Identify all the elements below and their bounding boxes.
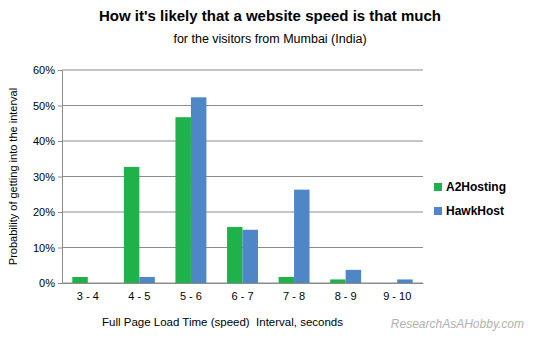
bar	[397, 279, 412, 283]
tick: 0%	[39, 277, 62, 289]
tick: 7 - 8	[283, 290, 305, 302]
tick-label: 60%	[33, 64, 55, 76]
title: How it's likely that a website speed is …	[99, 7, 441, 24]
tick-label: 40%	[33, 135, 55, 147]
tick-label: 9 - 10	[383, 290, 411, 302]
tick-mark	[58, 70, 62, 71]
tick: 6 - 7	[231, 290, 253, 302]
chart-container: How it's likely that a website speed is …	[0, 0, 533, 343]
y-axis-title: Probability of getting into the interval	[7, 88, 19, 265]
bar	[243, 230, 258, 283]
grid-line	[62, 176, 423, 177]
grid	[62, 70, 423, 283]
tick: 40%	[33, 135, 62, 147]
tick-mark	[58, 106, 62, 107]
bar	[227, 227, 242, 283]
tick: 3 - 4	[77, 290, 99, 302]
tick-mark	[58, 141, 62, 142]
tick: 5 - 6	[180, 290, 202, 302]
grid-line	[62, 70, 423, 71]
tick-label: 50%	[33, 100, 55, 112]
bar	[279, 277, 294, 283]
bars	[72, 97, 412, 283]
legend-swatch	[434, 207, 442, 215]
y-axis: 0% 10% 20% 30% 40% 50% 60%	[33, 64, 63, 289]
tick: 30%	[33, 171, 62, 183]
tick-label: 5 - 6	[180, 290, 202, 302]
legend-label: A2Hosting	[446, 180, 506, 194]
tick: 50%	[33, 100, 62, 112]
bar	[88, 283, 103, 284]
watermark: ResearchAsAHobby.com	[391, 317, 524, 331]
tick-label: 30%	[33, 171, 55, 183]
tick: 9 - 10	[383, 290, 411, 302]
chart-svg: How it's likely that a website speed is …	[0, 0, 533, 343]
tick: 10%	[33, 242, 62, 254]
tick-label: 3 - 4	[77, 290, 99, 302]
tick-label: 0%	[39, 277, 55, 289]
bar	[191, 97, 206, 283]
tick: 4 - 5	[128, 290, 150, 302]
bar	[346, 270, 361, 283]
grid-line	[62, 141, 423, 142]
bar	[382, 283, 397, 284]
grid-line	[62, 105, 423, 106]
x-axis: 3 - 4 4 - 5 5 - 6 6 - 7 7 - 8 8 - 9 9 - 10	[63, 284, 424, 302]
tick: 8 - 9	[335, 290, 357, 302]
tick-label: 20%	[33, 206, 55, 218]
legend: A2Hosting HawkHost	[434, 180, 506, 218]
tick-label: 4 - 5	[128, 290, 150, 302]
bar	[175, 117, 190, 283]
bar	[139, 277, 154, 283]
bar	[330, 279, 345, 283]
tick: 20%	[33, 206, 62, 218]
tick: 60%	[33, 64, 62, 76]
tick-label: 10%	[33, 242, 55, 254]
axis-line	[63, 283, 424, 284]
tick-label: 7 - 8	[283, 290, 305, 302]
tick-mark	[58, 283, 62, 284]
tick-mark	[58, 177, 62, 178]
legend-swatch	[434, 183, 442, 191]
tick-label: 8 - 9	[335, 290, 357, 302]
tick-mark	[58, 248, 62, 249]
legend-label: HawkHost	[446, 204, 504, 218]
bar	[294, 190, 309, 283]
axis-line	[62, 71, 63, 284]
grid-line	[62, 212, 423, 213]
tick-mark	[58, 212, 62, 213]
x-axis-title: Full Page Load Time (speed) Interval, se…	[102, 316, 343, 328]
subtitle: for the visitors from Mumbai (India)	[173, 32, 366, 46]
tick-label: 6 - 7	[231, 290, 253, 302]
bar	[72, 277, 87, 283]
bar	[124, 167, 139, 283]
